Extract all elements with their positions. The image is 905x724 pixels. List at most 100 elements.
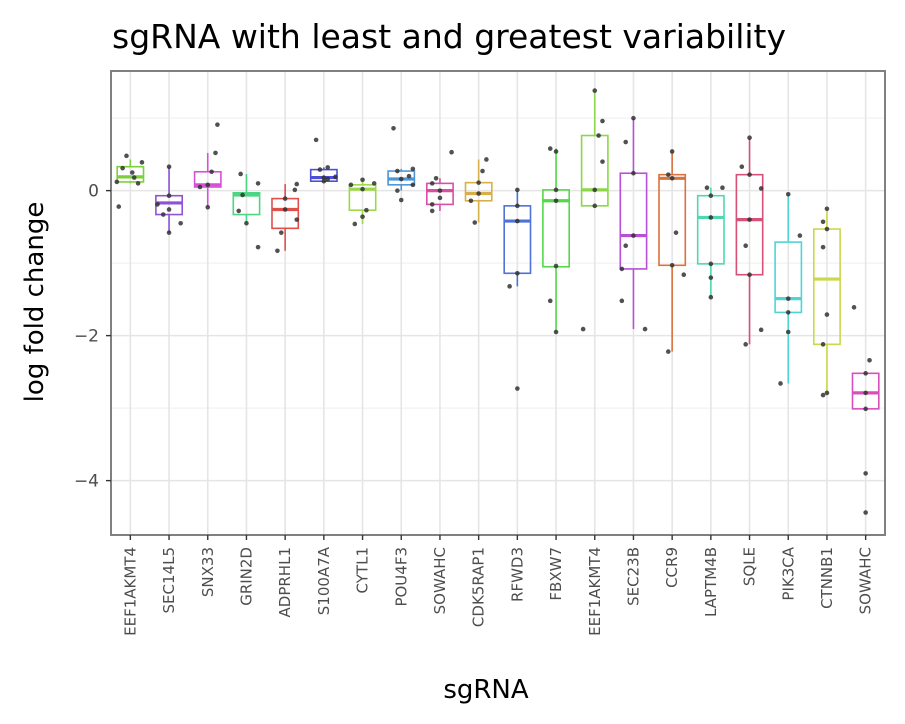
data-point xyxy=(708,294,714,300)
data-point xyxy=(129,170,135,175)
data-point xyxy=(820,392,826,398)
data-point xyxy=(116,204,122,209)
data-point xyxy=(739,164,745,169)
x-tick-label: SEC14L5 xyxy=(160,547,178,613)
data-point xyxy=(360,177,365,183)
data-point xyxy=(391,125,396,131)
data-point xyxy=(160,212,166,217)
data-point xyxy=(778,381,783,386)
data-point xyxy=(708,261,714,267)
x-tick-label: PIK3CA xyxy=(779,546,797,600)
data-point xyxy=(863,371,868,376)
data-point xyxy=(851,305,857,310)
panel-border xyxy=(110,70,886,536)
data-point xyxy=(429,181,435,186)
data-point xyxy=(553,329,559,335)
data-point xyxy=(824,390,830,396)
data-point xyxy=(592,187,598,193)
data-point xyxy=(278,230,284,235)
data-point xyxy=(321,178,327,184)
box-iqr xyxy=(348,184,377,211)
data-point xyxy=(515,218,520,224)
data-point xyxy=(515,187,520,193)
data-point xyxy=(797,233,803,238)
data-point xyxy=(708,215,714,220)
x-tick-label: ADPRHL1 xyxy=(276,547,294,617)
data-point xyxy=(321,175,327,180)
x-tick-label: EEF1AKMT4 xyxy=(121,547,139,636)
data-point xyxy=(743,342,748,347)
data-point xyxy=(255,244,261,250)
data-point xyxy=(364,207,369,213)
x-tick-label: CCR9 xyxy=(663,547,681,588)
x-tick-label: S100A7A xyxy=(315,546,333,615)
data-point xyxy=(472,220,478,225)
data-point xyxy=(820,342,826,347)
data-point xyxy=(213,150,218,156)
data-point xyxy=(785,310,791,315)
data-point xyxy=(619,266,625,272)
data-point xyxy=(820,244,826,250)
x-tick-label: SOWAHC xyxy=(431,547,449,614)
data-point xyxy=(863,390,868,396)
x-tick-label: SQLE xyxy=(741,547,759,586)
data-point xyxy=(665,172,671,177)
data-point xyxy=(515,386,520,391)
data-point xyxy=(348,182,354,188)
x-tick-label: FBXW7 xyxy=(547,547,565,601)
x-tick-label: SEC23B xyxy=(624,547,642,606)
data-point xyxy=(515,270,520,276)
data-point xyxy=(681,272,687,278)
data-point xyxy=(395,168,400,174)
data-point xyxy=(476,180,481,185)
data-point xyxy=(209,169,214,175)
data-point xyxy=(669,176,675,181)
data-point xyxy=(131,175,137,180)
data-point xyxy=(507,284,512,289)
data-point xyxy=(437,195,443,201)
data-point xyxy=(282,196,288,201)
data-point xyxy=(642,326,648,332)
data-point xyxy=(720,185,725,191)
data-point xyxy=(665,349,671,354)
y-tick-label: −4 xyxy=(74,472,99,492)
data-point xyxy=(484,157,489,162)
data-point xyxy=(547,146,553,151)
data-point xyxy=(623,139,629,145)
data-point xyxy=(429,208,435,214)
data-point xyxy=(197,184,203,190)
data-point xyxy=(437,188,443,193)
x-tick-label: SOWAHC xyxy=(857,547,875,614)
data-point xyxy=(863,471,868,476)
data-point xyxy=(325,165,331,170)
data-point xyxy=(395,188,400,193)
box-1 xyxy=(116,159,145,184)
data-point xyxy=(155,202,160,207)
data-point xyxy=(515,203,520,209)
data-point xyxy=(166,207,172,212)
data-point xyxy=(820,219,826,225)
data-point xyxy=(785,296,791,301)
data-point xyxy=(398,176,404,182)
x-axis: EEF1AKMT4 SEC14L5 SNX33 GRIN2D ADPRHL1 S100A7… xyxy=(121,535,875,636)
data-point xyxy=(747,272,752,278)
data-point xyxy=(215,122,220,127)
data-point xyxy=(166,164,172,169)
data-point xyxy=(449,149,454,155)
x-tick-label: RFWD3 xyxy=(508,547,526,602)
data-point xyxy=(476,191,481,196)
data-point xyxy=(669,149,675,154)
data-point xyxy=(352,221,358,227)
data-point xyxy=(166,230,172,235)
data-point xyxy=(553,149,559,154)
data-point xyxy=(592,203,598,209)
x-tick-label: LAPTM4B xyxy=(702,547,720,617)
box-iqr xyxy=(116,165,145,183)
x-tick-label: SNX33 xyxy=(199,547,217,597)
data-point xyxy=(480,168,485,174)
data-point xyxy=(139,160,145,165)
data-point xyxy=(592,88,598,93)
x-tick-label: CYTL1 xyxy=(354,547,372,593)
